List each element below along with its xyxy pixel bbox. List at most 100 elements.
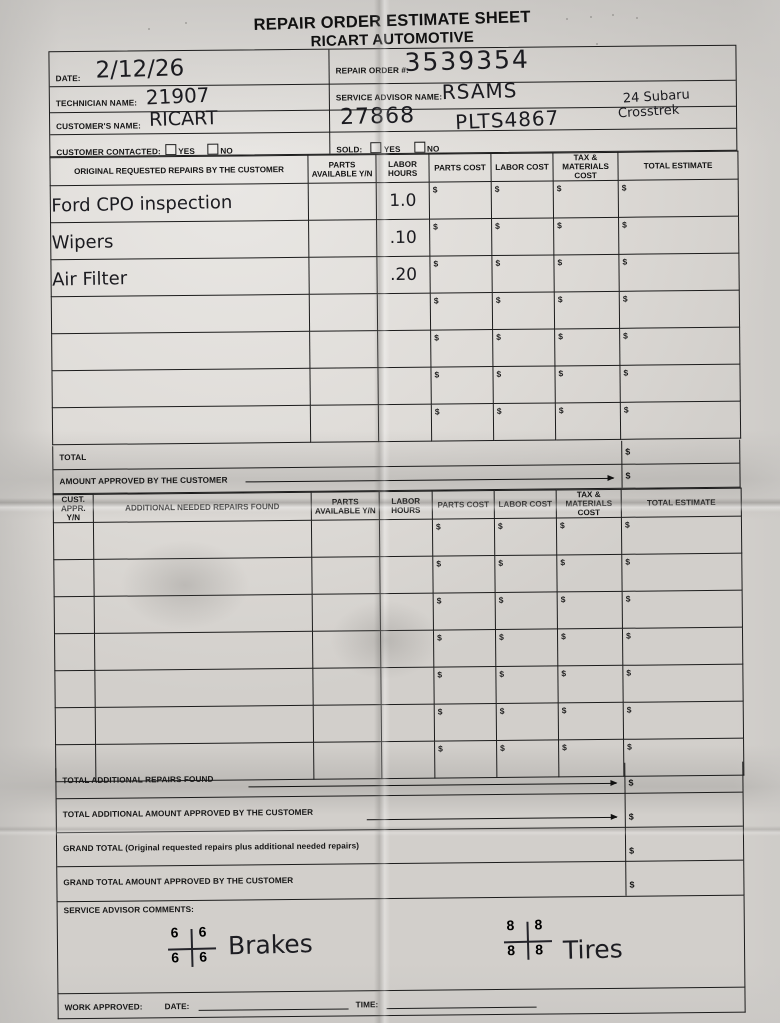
service-advisor-comments-block[interactable]: SERVICE ADVISOR COMMENTS: 6 6 6 6 Brakes…: [56, 895, 746, 995]
cell-parts-available[interactable]: [309, 330, 378, 369]
cell-labor-hours[interactable]: .10: [376, 219, 430, 257]
cell-tax-materials[interactable]: $: [557, 591, 623, 630]
cell-description[interactable]: Wipers: [50, 219, 310, 262]
cell-parts-cost[interactable]: $: [433, 666, 497, 705]
cell-labor-cost[interactable]: $: [494, 518, 557, 556]
cell-labor-hours[interactable]: [378, 404, 432, 442]
cell-parts-available[interactable]: [308, 182, 377, 221]
work-approved-date-line[interactable]: [198, 1008, 349, 1011]
cell-description[interactable]: [94, 631, 313, 671]
cell-cust-appr[interactable]: [53, 522, 94, 560]
cell-total-estimate[interactable]: $: [620, 401, 741, 440]
cell-total-estimate[interactable]: $: [622, 590, 743, 629]
cell-parts-available[interactable]: [311, 519, 380, 558]
cell-parts-available[interactable]: [310, 404, 379, 443]
cell-total-estimate[interactable]: $: [621, 516, 742, 555]
cell-cust-appr[interactable]: [54, 670, 96, 708]
cell-labor-cost[interactable]: $: [495, 666, 559, 704]
cell-labor-hours[interactable]: [379, 556, 434, 594]
cell-tax-materials[interactable]: $: [558, 702, 624, 741]
cell-tax-materials[interactable]: $: [557, 628, 623, 667]
cell-tax-materials[interactable]: $: [554, 328, 620, 367]
cell-tax-materials[interactable]: $: [553, 254, 620, 293]
cell-tax-materials[interactable]: $: [553, 180, 619, 219]
customer-contacted-yes-checkbox[interactable]: [165, 144, 177, 156]
cell-parts-cost[interactable]: $: [429, 181, 492, 220]
cell-tax-materials[interactable]: $: [557, 665, 624, 704]
cell-labor-cost[interactable]: $: [491, 255, 555, 293]
cell-parts-cost[interactable]: $: [430, 292, 493, 331]
cell-labor-hours[interactable]: 1.0: [376, 182, 430, 220]
cell-labor-cost[interactable]: $: [492, 329, 555, 367]
cell-total-estimate[interactable]: $: [618, 216, 739, 255]
cell-labor-hours[interactable]: [377, 330, 431, 368]
cell-parts-available[interactable]: [308, 219, 377, 258]
cell-parts-cost[interactable]: $: [434, 703, 497, 742]
cell-tax-materials[interactable]: $: [556, 517, 622, 556]
cell-labor-hours[interactable]: [379, 519, 433, 557]
cell-labor-cost[interactable]: $: [491, 181, 554, 219]
cell-labor-hours[interactable]: .20: [376, 256, 431, 294]
cell-labor-cost[interactable]: $: [495, 629, 558, 667]
cell-parts-cost[interactable]: $: [432, 555, 496, 594]
cell-parts-available[interactable]: [313, 704, 382, 743]
cell-total-estimate[interactable]: $: [618, 253, 740, 292]
cell-description[interactable]: [95, 705, 314, 745]
cell-labor-cost[interactable]: $: [492, 366, 556, 404]
sold-yes-checkbox[interactable]: [370, 142, 382, 154]
cell-parts-cost[interactable]: $: [430, 329, 493, 368]
cell-labor-cost[interactable]: $: [494, 555, 558, 593]
cell-total-estimate[interactable]: $: [622, 664, 744, 703]
cell-cust-appr[interactable]: [53, 559, 95, 597]
cell-labor-cost[interactable]: $: [496, 703, 559, 741]
cell-parts-cost[interactable]: $: [431, 403, 494, 442]
cell-tax-materials[interactable]: $: [553, 217, 619, 256]
col-additional-labor-hours: LABOR HOURS: [379, 491, 433, 520]
col-parts-available: PARTS AVAILABLE Y/N: [307, 154, 377, 184]
cell-parts-cost[interactable]: $: [433, 592, 496, 631]
cell-tax-materials[interactable]: $: [554, 291, 620, 330]
cell-total-estimate[interactable]: $: [622, 627, 743, 666]
cell-parts-available[interactable]: [311, 556, 381, 595]
cell-description[interactable]: [94, 668, 314, 708]
cell-labor-hours[interactable]: [377, 367, 432, 405]
scan-smudge-1: [120, 540, 250, 630]
cell-parts-available[interactable]: [308, 256, 378, 295]
cell-description[interactable]: Ford CPO inspection: [50, 182, 309, 225]
cell-labor-cost[interactable]: $: [491, 218, 554, 256]
cell-tax-materials[interactable]: $: [556, 554, 623, 593]
cell-description[interactable]: [51, 331, 310, 371]
cell-tax-materials[interactable]: $: [554, 365, 621, 404]
cell-total-estimate[interactable]: $: [619, 364, 741, 403]
cell-parts-cost[interactable]: $: [430, 366, 494, 405]
table-row[interactable]: $ $ $ $: [52, 401, 741, 445]
cell-labor-cost[interactable]: $: [492, 292, 555, 330]
cell-total-estimate[interactable]: $: [619, 327, 740, 366]
cell-description[interactable]: [51, 368, 311, 408]
cell-total-estimate[interactable]: $: [623, 701, 744, 740]
cell-tax-materials[interactable]: $: [555, 402, 621, 441]
cell-parts-available[interactable]: [309, 367, 379, 406]
work-approved-time-line[interactable]: [386, 1006, 537, 1010]
customer-contacted-no-checkbox[interactable]: [207, 143, 219, 155]
cell-parts-available[interactable]: [309, 293, 378, 332]
cell-cust-appr[interactable]: [54, 633, 95, 671]
cell-total-estimate[interactable]: $: [621, 553, 743, 592]
cell-parts-cost[interactable]: $: [432, 518, 495, 557]
technician-label: TECHNICIAN NAME:: [55, 98, 138, 109]
cell-total-estimate[interactable]: $: [618, 179, 739, 218]
cell-description[interactable]: [51, 294, 310, 334]
cell-description[interactable]: [52, 405, 311, 445]
cell-description[interactable]: Air Filter: [50, 256, 310, 299]
cell-labor-hours[interactable]: [381, 704, 435, 742]
cell-parts-cost[interactable]: $: [429, 218, 492, 257]
cell-total-estimate[interactable]: $: [619, 290, 740, 329]
cell-labor-cost[interactable]: $: [493, 403, 556, 441]
cell-cust-appr[interactable]: [55, 707, 96, 745]
sold-no-checkbox[interactable]: [413, 141, 425, 153]
cell-labor-cost[interactable]: $: [495, 592, 558, 630]
cell-parts-cost[interactable]: $: [429, 255, 493, 294]
cell-parts-cost[interactable]: $: [433, 629, 496, 668]
cell-labor-hours[interactable]: [377, 293, 431, 331]
cell-cust-appr[interactable]: [54, 596, 95, 634]
